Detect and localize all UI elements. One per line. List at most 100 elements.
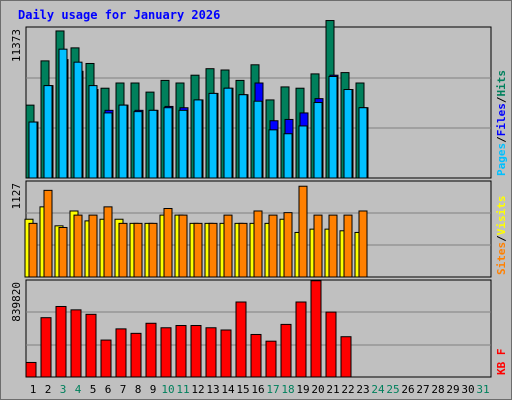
bar-kbytes <box>175 325 187 378</box>
bar-pages <box>28 121 38 179</box>
bar-kbytes <box>25 361 37 378</box>
day-label: 26 <box>401 383 414 396</box>
bar-kbytes <box>115 328 127 378</box>
bar-sites <box>103 206 113 278</box>
day-label: 2 <box>45 383 52 396</box>
day-label: 27 <box>416 383 429 396</box>
chart-title: Daily usage for January 2026 <box>18 8 220 22</box>
day-label: 13 <box>206 383 219 396</box>
bar-sites <box>313 214 323 278</box>
day-label: 15 <box>236 383 249 396</box>
bar-pages <box>148 109 158 179</box>
bar-pages <box>268 129 278 179</box>
bar-pages <box>163 107 173 179</box>
legend: KB F <box>495 349 508 376</box>
bar-pages <box>208 92 218 179</box>
day-label: 31 <box>476 383 489 396</box>
legend-entry-files: Files <box>495 103 508 136</box>
bar-pages <box>358 107 368 179</box>
day-label: 23 <box>356 383 369 396</box>
bar-kbytes <box>340 336 352 378</box>
bar-pages <box>313 102 323 179</box>
bar-kbytes <box>70 309 82 378</box>
bar-pages <box>238 94 248 179</box>
bar-pages <box>73 61 83 179</box>
bar-kbytes <box>85 313 97 378</box>
bar-kbytes <box>145 322 157 378</box>
day-label: 7 <box>120 383 127 396</box>
panel-visits-sites <box>24 180 492 278</box>
legend: Pages/Files/Hits <box>495 70 508 176</box>
day-label: 11 <box>176 383 189 396</box>
bar-kbytes <box>55 305 67 378</box>
day-label: 12 <box>191 383 204 396</box>
legend-entry-pages: Pages <box>495 143 508 176</box>
bar-pages <box>133 111 143 179</box>
bar-kbytes <box>310 280 322 378</box>
bar-pages <box>283 133 293 179</box>
panel-hits-files-pages <box>25 20 492 179</box>
bar-sites <box>163 208 173 278</box>
bar-pages <box>298 125 308 179</box>
y-max-label: 839820 <box>10 282 23 322</box>
legend-entry-sites: Sites <box>495 242 508 275</box>
bar-kbytes <box>325 311 337 378</box>
bar-pages <box>343 89 353 179</box>
bar-pages <box>328 75 338 179</box>
bar-pages <box>118 104 128 179</box>
y-max-label: 1127 <box>10 183 23 210</box>
bar-sites <box>178 214 188 278</box>
bar-pages <box>43 85 53 179</box>
bar-kbytes <box>220 329 232 378</box>
bar-sites <box>268 214 278 278</box>
day-label: 24 <box>371 383 385 396</box>
bar-sites <box>238 222 248 278</box>
bar-kbytes <box>295 301 307 378</box>
x-axis-day-labels: 1 2 3 4 5 6 7 8 9 10 11 12 13 14 15 16 17 18 19 20 21 22 23 24 2… <box>30 383 490 396</box>
bar-sites <box>223 214 233 278</box>
legend-separator: / <box>495 136 508 143</box>
day-label: 18 <box>281 383 294 396</box>
bar-sites <box>253 210 263 278</box>
bar-pages <box>193 99 203 179</box>
day-label: 14 <box>221 383 235 396</box>
y-max-label: 11373 <box>10 29 23 62</box>
day-label: 28 <box>431 383 444 396</box>
day-label: 5 <box>90 383 97 396</box>
bar-sites <box>298 185 308 278</box>
bar-kbytes <box>265 340 277 378</box>
legend: Sites/Visits <box>495 196 508 276</box>
legend-separator: / <box>495 96 508 103</box>
bar-sites <box>358 210 368 278</box>
day-label: 6 <box>105 383 112 396</box>
day-label: 19 <box>296 383 309 396</box>
bar-sites <box>193 222 203 278</box>
legend-entry-hits: Hits <box>495 70 508 97</box>
bar-sites <box>28 222 38 278</box>
bar-sites <box>328 214 338 278</box>
day-label: 17 <box>266 383 279 396</box>
bar-pages <box>253 100 263 179</box>
bar-kbytes <box>160 327 172 378</box>
day-label: 8 <box>135 383 142 396</box>
bar-kbytes <box>205 327 217 378</box>
bar-sites <box>208 222 218 278</box>
legend-entry-kb-f: KB F <box>495 349 508 376</box>
day-label: 20 <box>311 383 324 396</box>
day-label: 16 <box>251 383 264 396</box>
day-label: 9 <box>150 383 157 396</box>
bar-sites <box>118 222 128 278</box>
bar-sites <box>283 212 293 278</box>
day-label: 22 <box>341 383 354 396</box>
bar-pages <box>103 112 113 179</box>
bar-sites <box>43 189 53 278</box>
bar-sites <box>148 222 158 278</box>
day-label: 25 <box>386 383 399 396</box>
day-label: 29 <box>446 383 459 396</box>
bar-kbytes <box>250 333 262 378</box>
bar-sites <box>343 214 353 278</box>
day-label: 4 <box>75 383 82 396</box>
bar-pages <box>88 85 98 179</box>
day-label: 1 <box>30 383 37 396</box>
